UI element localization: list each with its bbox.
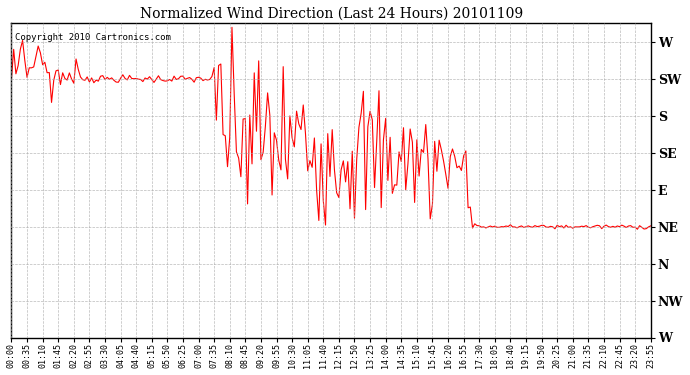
Text: Copyright 2010 Cartronics.com: Copyright 2010 Cartronics.com (14, 33, 170, 42)
Title: Normalized Wind Direction (Last 24 Hours) 20101109: Normalized Wind Direction (Last 24 Hours… (139, 7, 522, 21)
